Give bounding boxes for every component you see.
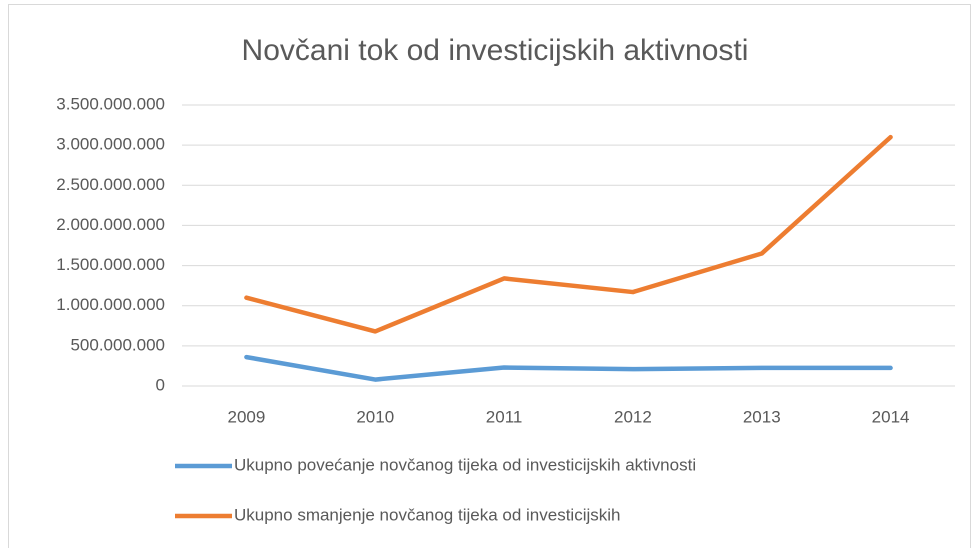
y-tick-label: 3.500.000.000	[56, 94, 165, 113]
series-line	[244, 134, 893, 334]
y-tick-label: 3.000.000.000	[56, 135, 165, 154]
y-tick-label: 1.500.000.000	[56, 255, 165, 274]
chart-title: Novčani tok od investicijskih aktivnosti	[242, 34, 749, 67]
legend-label: Ukupno smanjenje novčanog tijeka od inve…	[234, 505, 621, 524]
y-tick-label: 0	[156, 375, 165, 394]
x-tick-label: 2011	[486, 407, 523, 426]
y-tick-label: 1.000.000.000	[56, 295, 165, 314]
y-tick-label: 2.000.000.000	[56, 215, 165, 234]
x-tick-label: 2012	[614, 407, 652, 426]
x-tick-label: 2010	[356, 407, 394, 426]
chart-border	[8, 4, 971, 548]
legend-label: Ukupno povećanje novčanog tijeka od inve…	[234, 455, 696, 474]
series-line	[244, 354, 893, 382]
x-tick-label: 2009	[228, 407, 266, 426]
y-tick-label: 500.000.000	[70, 335, 165, 354]
y-tick-label: 2.500.000.000	[56, 175, 165, 194]
x-tick-label: 2014	[872, 407, 910, 426]
x-tick-label: 2013	[743, 407, 781, 426]
